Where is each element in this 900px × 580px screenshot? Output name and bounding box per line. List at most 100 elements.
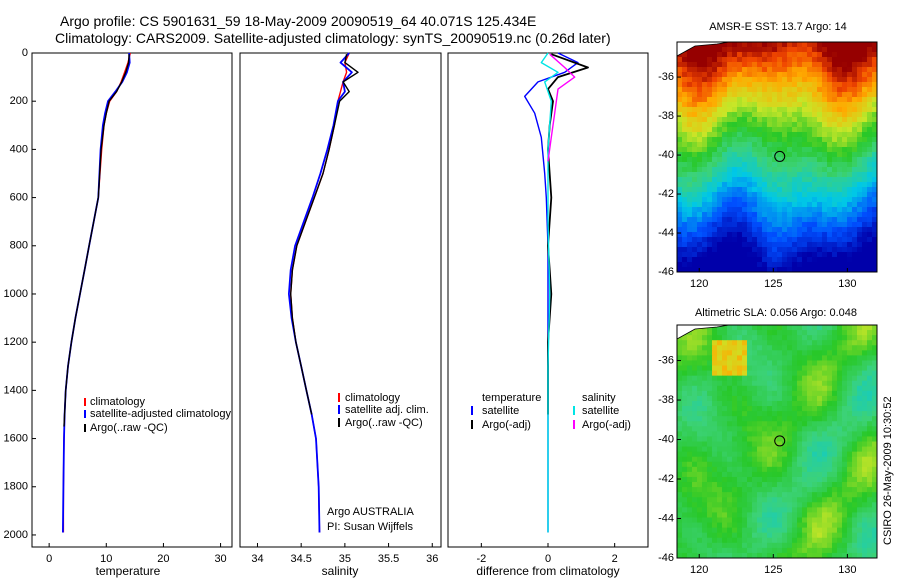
map-cell [852, 451, 858, 458]
map-cell [872, 370, 878, 377]
map-cell [767, 355, 773, 361]
map-cell [732, 72, 738, 78]
map-cell [702, 441, 708, 448]
map-cell [802, 406, 808, 412]
map-cell [867, 152, 873, 158]
map-cell [757, 345, 763, 351]
map-cell [852, 232, 858, 238]
map-cell [827, 537, 833, 544]
map-cell [727, 547, 733, 554]
map-cell [797, 82, 803, 88]
map-cell [762, 492, 768, 498]
map-cell [682, 147, 688, 153]
map-cell [822, 192, 828, 198]
map-cell [867, 406, 873, 412]
map-cell [787, 507, 793, 513]
map-cell [782, 92, 788, 98]
map-cell [767, 232, 773, 238]
map-cell [697, 137, 703, 143]
map-cell [852, 345, 858, 351]
map-cell [787, 227, 793, 233]
map-cell [842, 62, 848, 68]
map-cell [717, 57, 723, 63]
map-cell [677, 476, 683, 483]
map-cell [727, 137, 733, 143]
map-cell [847, 507, 853, 513]
map-cell [797, 92, 803, 98]
map-cell [852, 242, 858, 248]
map-cell [782, 512, 788, 518]
map-cell [747, 192, 753, 198]
map-cell [747, 522, 753, 529]
map-cell [712, 456, 718, 463]
map-cell [772, 507, 778, 513]
map-cell [757, 212, 763, 218]
map-cell [692, 142, 698, 148]
map-cell [777, 257, 783, 263]
map-cell [847, 132, 853, 138]
map-cell [792, 197, 798, 203]
map-cell [842, 335, 848, 341]
map-cell [722, 441, 728, 448]
map-cell [677, 497, 683, 503]
y-tick-label: 200 [10, 95, 28, 107]
map-cell [767, 82, 773, 88]
map-cell [682, 512, 688, 518]
map-cell [727, 446, 733, 453]
map-cell [787, 406, 793, 412]
map-cell [847, 537, 853, 544]
map-cell [872, 471, 878, 478]
map-cell [862, 242, 868, 248]
map-cell [862, 431, 868, 437]
map-cell [692, 82, 698, 88]
map-cell [837, 222, 843, 228]
map-cell [757, 237, 763, 243]
map-cell [697, 507, 703, 513]
sla-float-marker [774, 435, 786, 447]
map-cell [867, 512, 873, 518]
map-cell [822, 365, 828, 372]
map-cell [767, 177, 773, 183]
map-cell [712, 172, 718, 178]
map-cell [727, 436, 733, 442]
map-cell [872, 142, 878, 148]
map-cell [747, 262, 753, 268]
map-cell [687, 187, 693, 193]
map-cell [802, 72, 808, 78]
map-cell [777, 512, 783, 518]
map-cell [732, 57, 738, 63]
map-cell [687, 247, 693, 253]
map-cell [687, 431, 693, 437]
map-cell [712, 380, 718, 387]
map-cell [722, 522, 728, 529]
map-cell [787, 237, 793, 243]
map-cell [832, 162, 838, 168]
map-cell [777, 142, 783, 148]
map-cell [787, 390, 793, 397]
map-cell [817, 406, 823, 412]
map-cell [692, 436, 698, 442]
map-cell [787, 350, 793, 356]
map-cell [752, 242, 758, 248]
map-cell [682, 507, 688, 513]
map-cell [847, 471, 853, 478]
map-cell [822, 416, 828, 422]
map-cell [757, 461, 763, 468]
map-cell [807, 542, 813, 549]
map-cell [742, 340, 748, 346]
map-cell [852, 436, 858, 442]
map-cell [737, 117, 743, 123]
map-cell [772, 461, 778, 468]
map-cell [712, 197, 718, 203]
map-cell [797, 167, 803, 173]
map-cell [792, 340, 798, 346]
map-cell [837, 522, 843, 529]
map-cell [872, 127, 878, 133]
temperature-axes [31, 52, 233, 548]
map-cell [752, 57, 758, 63]
map-cell [872, 512, 878, 518]
map-cell [742, 330, 748, 336]
map-cell [837, 345, 843, 351]
map-cell [797, 507, 803, 513]
map-cell [717, 142, 723, 148]
